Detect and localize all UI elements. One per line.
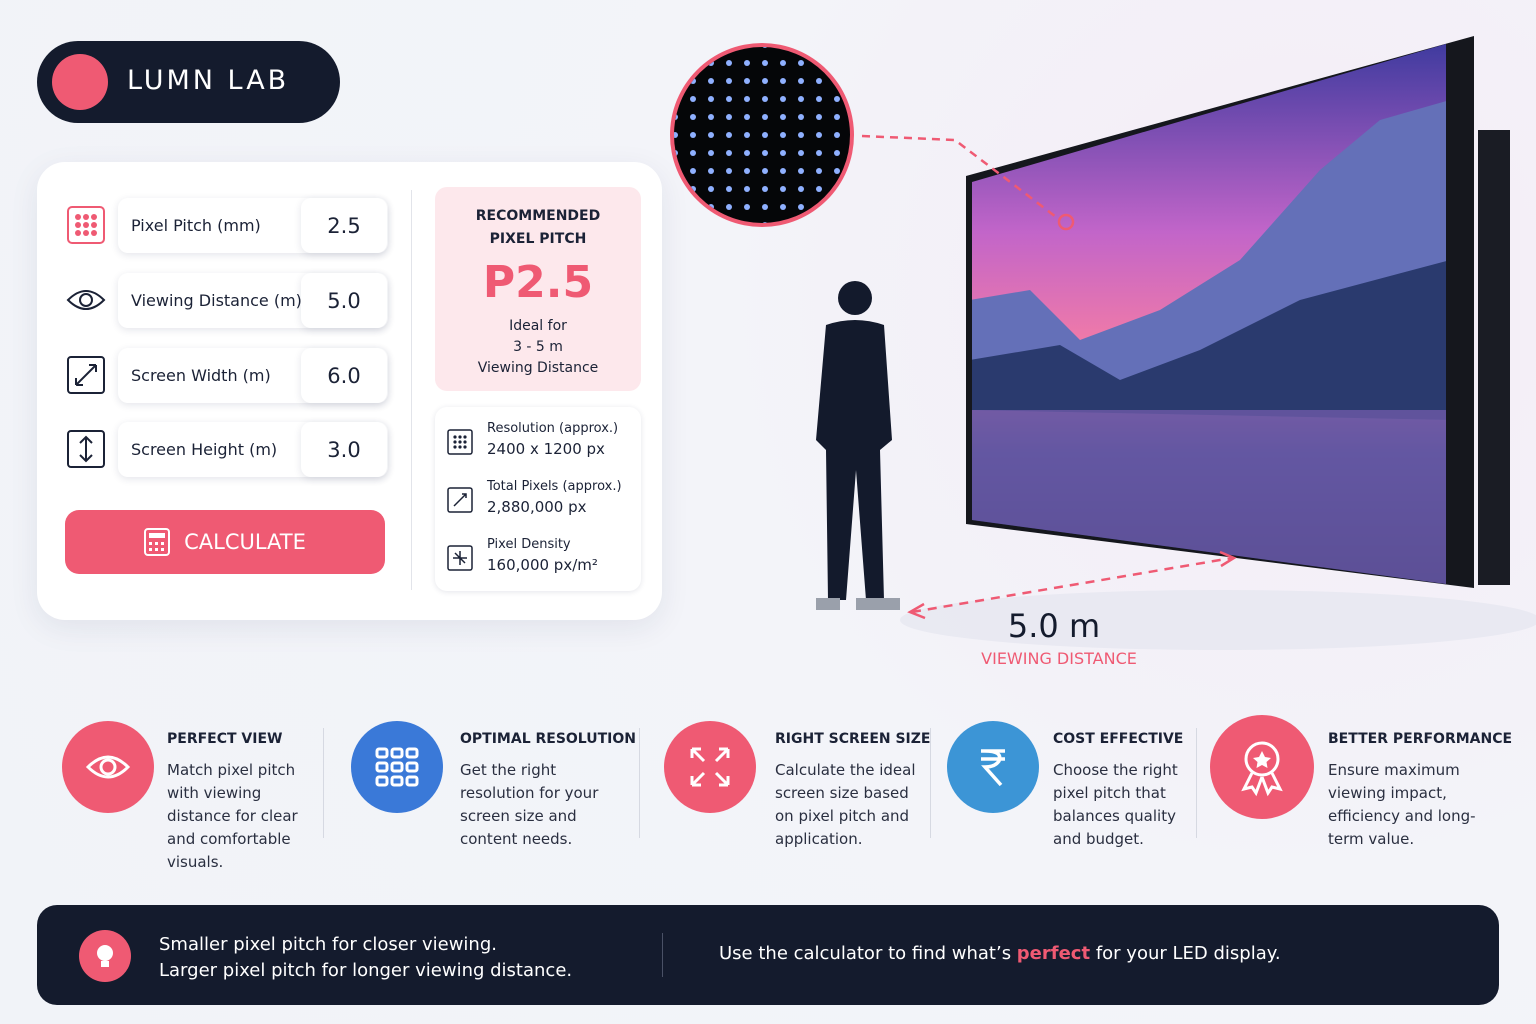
floor-shadow <box>900 590 1536 650</box>
feature-text: Calculate the ideal screen size based on… <box>775 761 916 848</box>
spec-label: Resolution (approx.) <box>487 421 619 436</box>
feature-title: OPTIMAL RESOLUTION <box>460 731 636 747</box>
spec-icon <box>447 545 473 571</box>
eye-icon <box>66 290 106 310</box>
feature-icon <box>947 721 1039 813</box>
recommendation-box: RECOMMENDED PIXEL PITCH P2.5 Ideal for 3 -… <box>435 187 641 391</box>
distance-arrows <box>907 550 1237 620</box>
footer-bar: Smaller pixel pitch for closer viewing. … <box>37 905 1499 1005</box>
spec-icon <box>447 429 473 455</box>
rec-value: P2.5 <box>482 257 594 308</box>
specs-box: Resolution (approx.) 2400 x 1200 px Total… <box>435 407 641 591</box>
cta-text: Use the calculator to find what’s <box>719 943 1017 964</box>
rec-heading-line: RECOMMENDED <box>475 208 601 224</box>
logo <box>52 54 108 110</box>
calculator-icon <box>144 528 171 556</box>
distance-value: 5.0 m <box>1008 607 1100 645</box>
cta-text: for your LED display. <box>1090 943 1281 964</box>
feature-title: COST EFFECTIVE <box>1053 731 1184 747</box>
spec-icon <box>447 487 473 513</box>
spec-value: 2400 x 1200 px <box>487 440 605 458</box>
input-value[interactable]: 6.0 <box>301 348 387 403</box>
feature-icon <box>664 721 756 813</box>
spec-value: 2,880,000 px <box>487 498 587 516</box>
height-icon <box>67 430 105 468</box>
distance-label: VIEWING DISTANCE <box>981 649 1137 668</box>
calculate-button[interactable]: CALCULATE <box>65 510 385 574</box>
feature-icon <box>62 721 154 813</box>
cta: Use the calculator to find what’s perfec… <box>719 943 1281 964</box>
input-value[interactable]: 2.5 <box>301 198 387 253</box>
calculator-card: Pixel Pitch (mm) 2.5 Viewing Distance (m… <box>37 162 662 620</box>
spec: Total Pixels (approx.) 2,880,000 px <box>487 479 622 516</box>
rec-note: Ideal for 3 - 5 m Viewing Distance <box>435 316 641 379</box>
rec-heading-line: PIXEL PITCH <box>489 231 587 247</box>
rec-note-line: 3 - 5 m <box>513 339 563 355</box>
tips: Smaller pixel pitch for closer viewing. … <box>159 932 572 984</box>
width-icon <box>67 356 105 394</box>
tip: Smaller pixel pitch for closer viewing. <box>159 934 497 955</box>
pitch-icon <box>67 206 105 244</box>
feature-title: RIGHT SCREEN SIZE <box>775 731 931 747</box>
screen-image <box>972 44 1446 584</box>
feature-text: Ensure maximum viewing impact, efficienc… <box>1328 761 1476 848</box>
button-label: CALCULATE <box>184 530 306 554</box>
divider <box>411 190 412 590</box>
cta-highlight: perfect <box>1016 943 1091 964</box>
feature-icon <box>1210 715 1314 819</box>
tip: Larger pixel pitch for longer viewing di… <box>159 960 573 981</box>
separator <box>930 728 931 838</box>
feature-text: Match pixel pitch with viewing distance … <box>167 761 298 871</box>
feature-title: BETTER PERFORMANCE <box>1328 731 1513 747</box>
zoom-connector <box>861 134 1061 221</box>
feature-text: Choose the right pixel pitch that balanc… <box>1053 761 1178 848</box>
feature-text: Get the right resolution for your screen… <box>460 761 599 848</box>
rec-heading: RECOMMENDED PIXEL PITCH <box>435 205 641 251</box>
bulb-icon <box>79 930 131 982</box>
input-value[interactable]: 3.0 <box>301 422 387 477</box>
feature-icon <box>351 721 443 813</box>
led-dots <box>674 47 850 223</box>
spec-label: Pixel Density <box>487 537 571 552</box>
separator <box>1196 728 1197 838</box>
zoom-target <box>1057 213 1075 231</box>
brand-name: LUMN LAB <box>127 65 290 96</box>
separator <box>323 728 324 838</box>
spec: Resolution (approx.) 2400 x 1200 px <box>487 421 618 458</box>
spec: Pixel Density 160,000 px/m² <box>487 537 598 574</box>
separator <box>639 728 640 838</box>
person <box>816 281 900 610</box>
spec-label: Total Pixels (approx.) <box>487 479 622 494</box>
led-scene: 5.0 m VIEWING DISTANCE <box>670 36 1536 668</box>
distance-line <box>911 556 1233 614</box>
divider <box>662 933 663 977</box>
input-value[interactable]: 5.0 <box>301 273 387 328</box>
spec-value: 160,000 px/m² <box>487 556 598 574</box>
feature-title: PERFECT VIEW <box>167 731 283 747</box>
rec-note-line: Ideal for <box>509 318 567 334</box>
rec-note-line: Viewing Distance <box>477 360 599 376</box>
truss <box>1478 130 1510 585</box>
brand-pill: LUMN LAB <box>37 41 340 123</box>
